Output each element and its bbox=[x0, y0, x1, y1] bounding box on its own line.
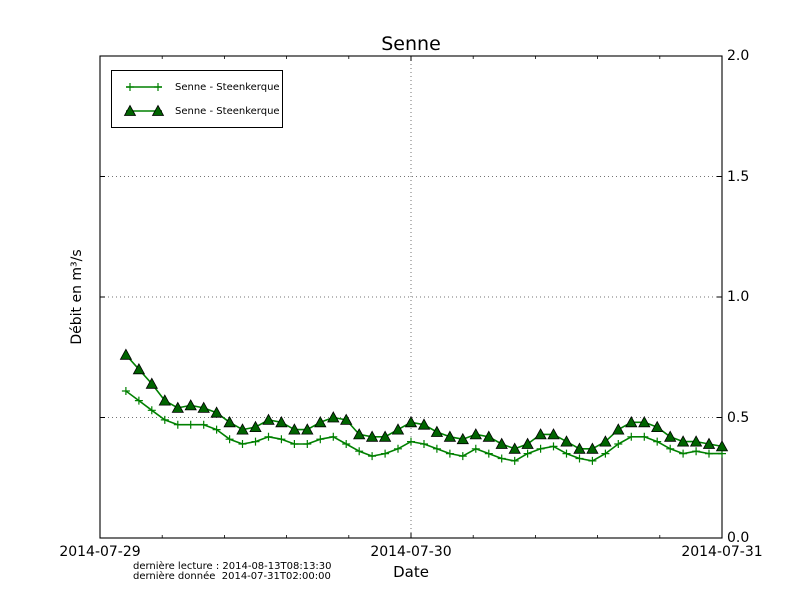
y-tick-label: 2.0 bbox=[727, 48, 750, 64]
annotation-derniere-lecture: dernière lecture : 2014-08-13T08:13:30 bbox=[133, 561, 332, 572]
y-tick-label: 1.5 bbox=[727, 168, 750, 185]
x-tick-label: 2014-07-30 bbox=[370, 544, 452, 560]
y-tick-label: 0.5 bbox=[727, 409, 750, 426]
plus-marker-line-icon bbox=[126, 83, 162, 91]
y-tick-label: 1.0 bbox=[727, 289, 750, 305]
legend-entry: Senne - Steenkerque bbox=[122, 103, 282, 119]
triangle-marker-line-icon bbox=[123, 104, 165, 116]
legend: Senne - Steenkerque Senne - Steenkerque bbox=[111, 70, 283, 128]
legend-entry: Senne - Steenkerque bbox=[122, 79, 282, 95]
x-tick-label: 2014-07-31 bbox=[681, 544, 763, 560]
y-tick-label: 0.0 bbox=[727, 530, 750, 546]
x-axis-label: Date bbox=[393, 563, 429, 581]
x-tick-label: 2014-07-29 bbox=[59, 544, 141, 560]
legend-label: Senne - Steenkerque bbox=[175, 81, 280, 93]
annotation-derniere-donnee: dernière donnée 2014-07-31T02:00:00 bbox=[133, 571, 331, 582]
legend-label: Senne - Steenkerque bbox=[175, 105, 280, 117]
y-axis-label: Débit en m³/s bbox=[69, 249, 85, 345]
chart-title: Senne bbox=[381, 33, 441, 55]
